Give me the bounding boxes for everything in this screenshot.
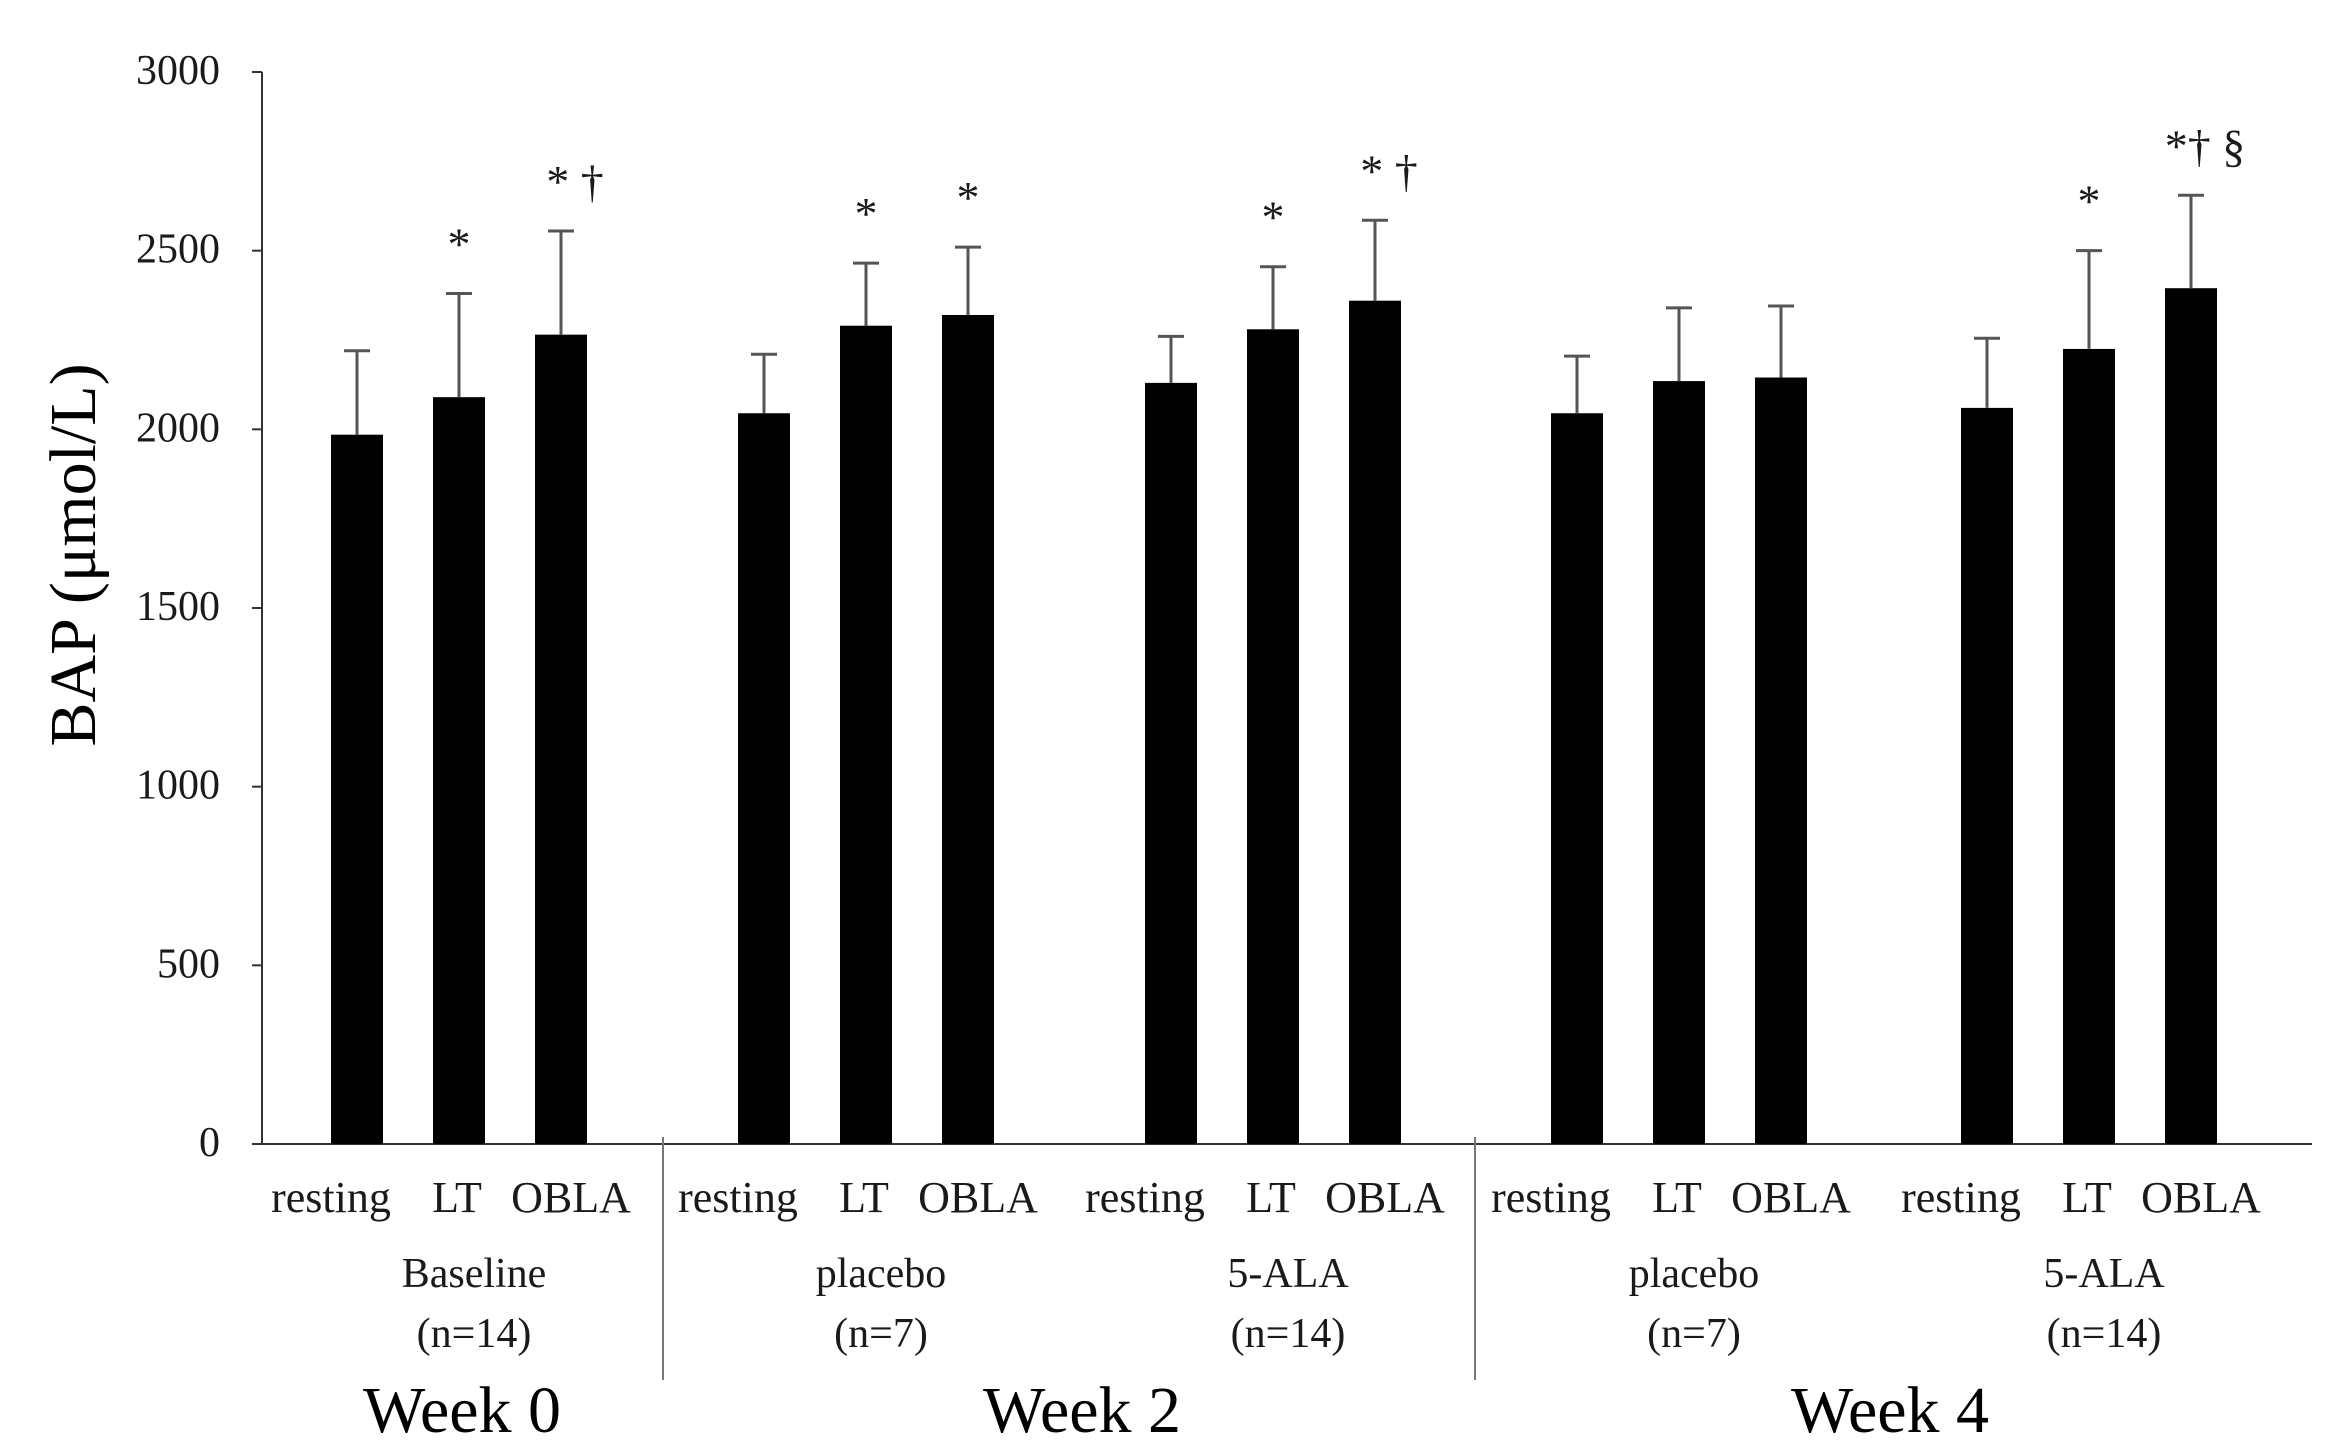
y-tick-label: 2000 <box>136 405 220 451</box>
group-name-label: placebo <box>816 1251 947 1297</box>
week-label: Week 4 <box>1791 1374 1989 1447</box>
bar <box>840 325 892 1144</box>
group-name-label: 5-ALA <box>2043 1251 2165 1297</box>
bar <box>1755 377 1807 1144</box>
category-label: resting <box>1085 1173 1205 1222</box>
group-name-label: Baseline <box>402 1251 547 1297</box>
bar <box>1961 407 2013 1145</box>
bar <box>535 334 587 1144</box>
category-label: LT <box>839 1173 889 1222</box>
y-tick-label: 500 <box>157 941 220 987</box>
category-label: OBLA <box>511 1173 631 1222</box>
significance-marker: * † <box>1360 145 1418 196</box>
group-n-label: (n=7) <box>1647 1311 1741 1357</box>
y-tick-label: 2500 <box>136 227 220 273</box>
group-n-label: (n=7) <box>834 1311 928 1357</box>
bar <box>1145 382 1197 1144</box>
significance-marker: *† § <box>2165 120 2246 171</box>
significance-marker: * † <box>546 156 604 207</box>
group-name-label: 5-ALA <box>1227 1251 1349 1297</box>
y-axis-title: BAP (μmol/L) <box>37 363 110 746</box>
significance-marker: * <box>2078 176 2101 227</box>
bar <box>1551 413 1603 1145</box>
bar <box>942 314 994 1144</box>
bar <box>738 413 790 1145</box>
bar <box>1247 329 1299 1144</box>
bar <box>2063 348 2115 1144</box>
category-label: LT <box>1246 1173 1296 1222</box>
bar <box>331 434 383 1144</box>
significance-marker: * <box>448 219 471 270</box>
bar <box>1653 381 1705 1144</box>
group-n-label: (n=14) <box>1231 1311 1346 1357</box>
category-label: resting <box>1901 1173 2021 1222</box>
significance-marker: * <box>1262 192 1285 243</box>
group-name-label: placebo <box>1629 1251 1760 1297</box>
bar <box>2165 288 2217 1145</box>
category-label: LT <box>1652 1173 1702 1222</box>
bar <box>433 397 485 1144</box>
category-label: OBLA <box>1325 1173 1445 1222</box>
category-label: OBLA <box>1731 1173 1851 1222</box>
week-label: Week 0 <box>363 1374 561 1447</box>
category-label: resting <box>271 1173 391 1222</box>
y-tick-label: 0 <box>199 1120 220 1166</box>
y-tick-label: 1000 <box>136 763 220 809</box>
category-label: OBLA <box>918 1173 1038 1222</box>
category-label: LT <box>432 1173 482 1222</box>
group-n-label: (n=14) <box>417 1311 532 1357</box>
y-tick-label: 1500 <box>136 584 220 630</box>
category-label: OBLA <box>2141 1173 2261 1222</box>
significance-marker: * <box>957 172 980 223</box>
week-label: Week 2 <box>983 1374 1181 1447</box>
y-tick-label: 3000 <box>136 48 220 94</box>
category-label: resting <box>678 1173 798 1222</box>
category-label: LT <box>2062 1173 2112 1222</box>
group-n-label: (n=14) <box>2047 1311 2162 1357</box>
bar <box>1349 300 1401 1144</box>
category-label: resting <box>1491 1173 1611 1222</box>
significance-marker: * <box>855 188 878 239</box>
